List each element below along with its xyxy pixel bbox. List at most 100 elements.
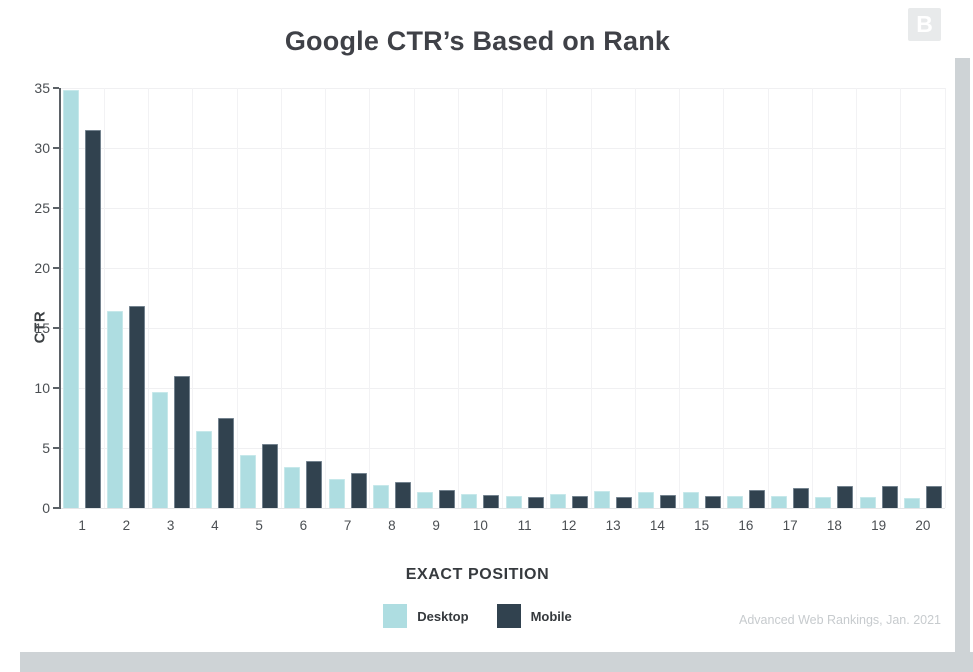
bar-mobile-6 bbox=[306, 461, 323, 508]
bar-group-3 bbox=[149, 88, 193, 508]
plot-area bbox=[59, 87, 946, 509]
bar-mobile-14 bbox=[660, 494, 677, 508]
gridline-x-20 bbox=[944, 88, 946, 508]
legend-label-desktop: Desktop bbox=[417, 608, 469, 624]
x-tick-label-12: 12 bbox=[561, 518, 577, 533]
y-tick-label-0: 0 bbox=[42, 500, 50, 516]
gridline-x-13 bbox=[634, 88, 636, 508]
y-tick-mark-5 bbox=[53, 447, 59, 449]
gridline-x-14 bbox=[679, 88, 680, 508]
gridline-x-7 bbox=[369, 88, 371, 508]
x-tick-label-11: 11 bbox=[517, 518, 532, 533]
x-tick-label-15: 15 bbox=[694, 518, 710, 533]
bar-group-14 bbox=[635, 88, 679, 508]
x-tick-label-13: 13 bbox=[605, 518, 621, 533]
gridline-y-0 bbox=[60, 507, 945, 509]
bar-mobile-2 bbox=[129, 306, 146, 508]
x-tick-label-20: 20 bbox=[915, 518, 931, 533]
bar-mobile-15 bbox=[704, 496, 721, 508]
bar-group-8 bbox=[370, 88, 414, 508]
gridline-x-3 bbox=[192, 88, 194, 508]
x-tick-label-7: 7 bbox=[343, 518, 352, 533]
bar-group-7 bbox=[326, 88, 370, 508]
legend-swatch-mobile bbox=[496, 604, 521, 628]
bar-desktop-20 bbox=[903, 498, 920, 508]
bar-group-20 bbox=[901, 88, 945, 508]
bar-mobile-12 bbox=[571, 496, 588, 508]
bar-desktop-8 bbox=[372, 485, 389, 508]
x-tick-label-16: 16 bbox=[738, 518, 754, 533]
x-tick-label-17: 17 bbox=[782, 518, 798, 533]
bar-desktop-15 bbox=[682, 492, 699, 508]
gridline-x-2 bbox=[148, 88, 149, 508]
bar-mobile-1 bbox=[85, 130, 102, 508]
gridline-x-12 bbox=[590, 88, 592, 508]
y-tick-label-5: 5 bbox=[42, 440, 50, 456]
page-background-right-strip bbox=[955, 58, 970, 652]
y-tick-label-20: 20 bbox=[34, 260, 50, 276]
gridline-x-17 bbox=[811, 88, 813, 508]
bar-mobile-18 bbox=[837, 486, 854, 508]
bar-group-15 bbox=[680, 88, 724, 508]
y-tick-mark-15 bbox=[53, 327, 59, 329]
x-tick-label-8: 8 bbox=[388, 518, 396, 533]
bar-desktop-1 bbox=[63, 90, 80, 508]
bar-desktop-2 bbox=[107, 311, 124, 508]
x-tick-label-18: 18 bbox=[826, 518, 842, 533]
x-tick-label-10: 10 bbox=[472, 518, 488, 533]
bar-desktop-10 bbox=[461, 493, 478, 508]
bar-desktop-14 bbox=[638, 492, 655, 508]
legend: Desktop Mobile bbox=[0, 604, 955, 628]
x-tick-label-3: 3 bbox=[166, 518, 175, 533]
gridline-x-4 bbox=[236, 88, 238, 508]
y-tick-mark-25 bbox=[53, 207, 59, 209]
bar-mobile-3 bbox=[173, 376, 190, 508]
bar-mobile-9 bbox=[439, 490, 456, 508]
gridline-x-6 bbox=[325, 88, 326, 508]
legend-swatch-desktop bbox=[383, 604, 408, 628]
bar-group-13 bbox=[591, 88, 635, 508]
legend-item-desktop: Desktop bbox=[383, 604, 469, 628]
x-tick-label-14: 14 bbox=[649, 518, 665, 533]
bar-desktop-18 bbox=[815, 497, 832, 508]
bar-desktop-9 bbox=[417, 492, 434, 508]
bar-desktop-16 bbox=[726, 496, 743, 508]
bar-group-10 bbox=[458, 88, 502, 508]
y-tick-label-25: 25 bbox=[34, 200, 50, 216]
bar-group-9 bbox=[414, 88, 458, 508]
bar-desktop-12 bbox=[549, 493, 566, 508]
y-tick-mark-30 bbox=[53, 147, 59, 149]
x-tick-label-9: 9 bbox=[432, 518, 440, 533]
bar-desktop-19 bbox=[859, 497, 876, 508]
bar-group-2 bbox=[104, 88, 148, 508]
y-tick-label-10: 10 bbox=[34, 380, 50, 396]
bar-mobile-17 bbox=[793, 487, 810, 508]
bar-mobile-20 bbox=[925, 486, 942, 508]
bar-mobile-8 bbox=[394, 481, 411, 508]
x-tick-label-2: 2 bbox=[122, 518, 131, 533]
y-axis-line bbox=[59, 88, 61, 509]
chart-title: Google CTR’s Based on Rank bbox=[284, 26, 671, 56]
bar-desktop-13 bbox=[594, 491, 611, 508]
bar-mobile-10 bbox=[483, 494, 500, 508]
gridline-x-1 bbox=[103, 88, 105, 508]
bar-desktop-6 bbox=[284, 467, 301, 508]
gridline-x-10 bbox=[502, 88, 503, 508]
bar-desktop-3 bbox=[151, 391, 168, 508]
bar-mobile-13 bbox=[616, 497, 633, 508]
brand-logo: B bbox=[908, 8, 941, 41]
y-tick-mark-10 bbox=[53, 387, 59, 389]
x-tick-label-19: 19 bbox=[871, 518, 887, 533]
legend-label-mobile: Mobile bbox=[530, 608, 572, 624]
bar-group-4 bbox=[193, 88, 237, 508]
gridline-x-16 bbox=[767, 88, 769, 508]
gridline-x-8 bbox=[413, 88, 415, 508]
y-tick-mark-0 bbox=[53, 507, 59, 509]
x-axis-title: EXACT POSITION bbox=[405, 566, 550, 583]
bar-group-18 bbox=[812, 88, 856, 508]
bar-mobile-11 bbox=[527, 497, 544, 508]
y-tick-mark-20 bbox=[53, 267, 59, 269]
gridline-x-5 bbox=[280, 88, 282, 508]
bar-group-5 bbox=[237, 88, 281, 508]
x-tick-label-6: 6 bbox=[299, 518, 308, 533]
